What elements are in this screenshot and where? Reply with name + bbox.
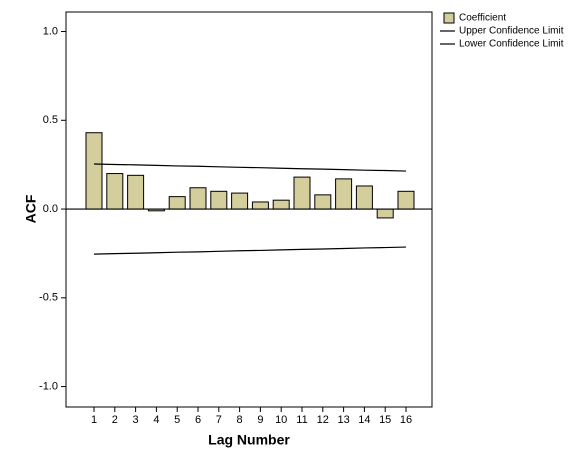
bar	[85, 132, 103, 210]
confidence-line	[93, 163, 407, 172]
bar	[335, 178, 353, 210]
y-tick-label: 0.5	[43, 114, 58, 126]
bar	[106, 173, 124, 210]
x-axis-title: Lag Number	[208, 432, 290, 448]
legend-label: Coefficient	[459, 13, 506, 24]
bar	[376, 208, 394, 219]
bar	[168, 196, 186, 210]
bar	[293, 176, 311, 210]
x-tick-label: 8	[237, 414, 243, 426]
x-tick-label: 2	[112, 414, 118, 426]
x-tick-label: 4	[153, 414, 159, 426]
y-tick-label: -0.5	[39, 292, 58, 304]
x-tick-label: 9	[257, 414, 263, 426]
bar	[314, 194, 332, 210]
y-tick-label: -1.0	[39, 380, 58, 392]
y-axis-title: ACF	[23, 194, 39, 223]
bar	[231, 192, 249, 210]
x-tick-label: 13	[337, 414, 349, 426]
legend-label: Lower Confidence Limit	[459, 39, 564, 50]
bar	[127, 174, 145, 210]
legend-swatch	[443, 12, 455, 24]
legend-label: Upper Confidence Limit	[459, 26, 564, 37]
x-tick-label: 10	[275, 414, 287, 426]
bar	[272, 199, 290, 210]
x-tick-label: 7	[216, 414, 222, 426]
bar	[251, 201, 269, 210]
x-tick-label: 12	[317, 414, 329, 426]
confidence-line	[93, 246, 407, 255]
x-tick-label: 3	[133, 414, 139, 426]
y-tick-label: 0.0	[43, 203, 58, 215]
y-tick-label: 1.0	[43, 25, 58, 37]
bar	[355, 185, 373, 210]
x-tick-label: 11	[296, 414, 307, 426]
x-tick-label: 1	[91, 414, 97, 426]
bar	[210, 190, 228, 210]
x-tick-label: 5	[174, 414, 180, 426]
x-tick-label: 6	[195, 414, 201, 426]
x-tick-label: 14	[358, 414, 370, 426]
bar	[189, 187, 207, 210]
bar	[397, 190, 415, 210]
x-tick-label: 16	[400, 414, 412, 426]
x-tick-label: 15	[379, 414, 391, 426]
